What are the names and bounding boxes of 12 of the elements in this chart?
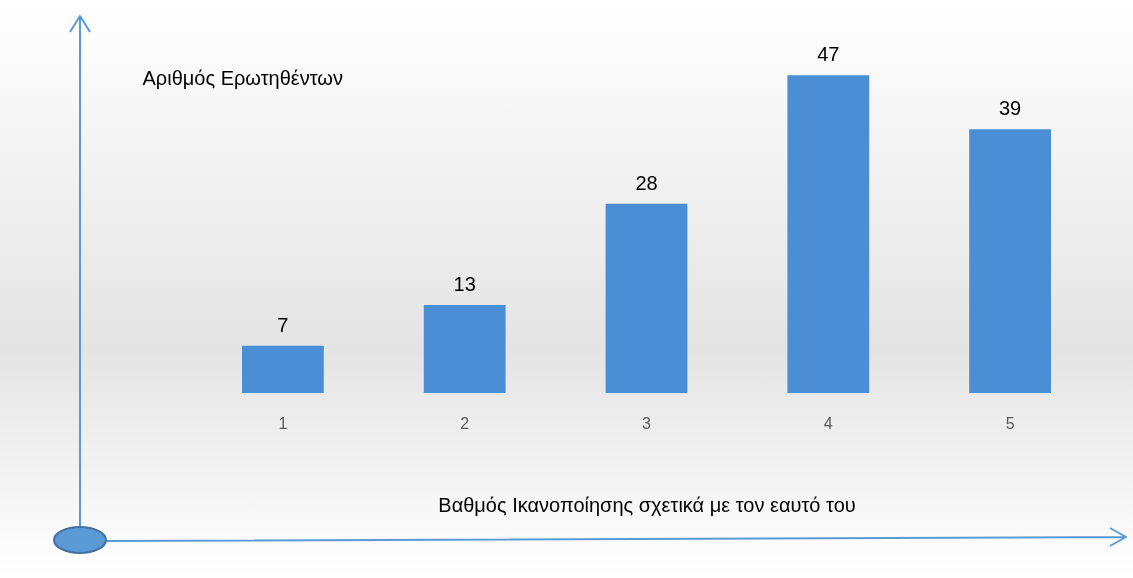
x-tick-label: 4 <box>823 414 833 432</box>
data-label: 13 <box>453 273 476 296</box>
x-tick-label: 2 <box>460 414 470 432</box>
x-axis-title: Βαθμός Ικανοποίησης σχετικά με τον εαυτό του <box>438 493 856 516</box>
data-label: 47 <box>817 43 840 66</box>
data-label: 7 <box>277 313 289 336</box>
x-tick-label: 3 <box>642 414 652 432</box>
data-label: 39 <box>998 97 1022 120</box>
data-label: 28 <box>635 171 658 194</box>
x-tick-label: 1 <box>278 414 288 432</box>
x-tick-label: 5 <box>1005 414 1015 432</box>
y-axis-title: Αριθμός Ερωτηθέντων <box>142 66 343 89</box>
